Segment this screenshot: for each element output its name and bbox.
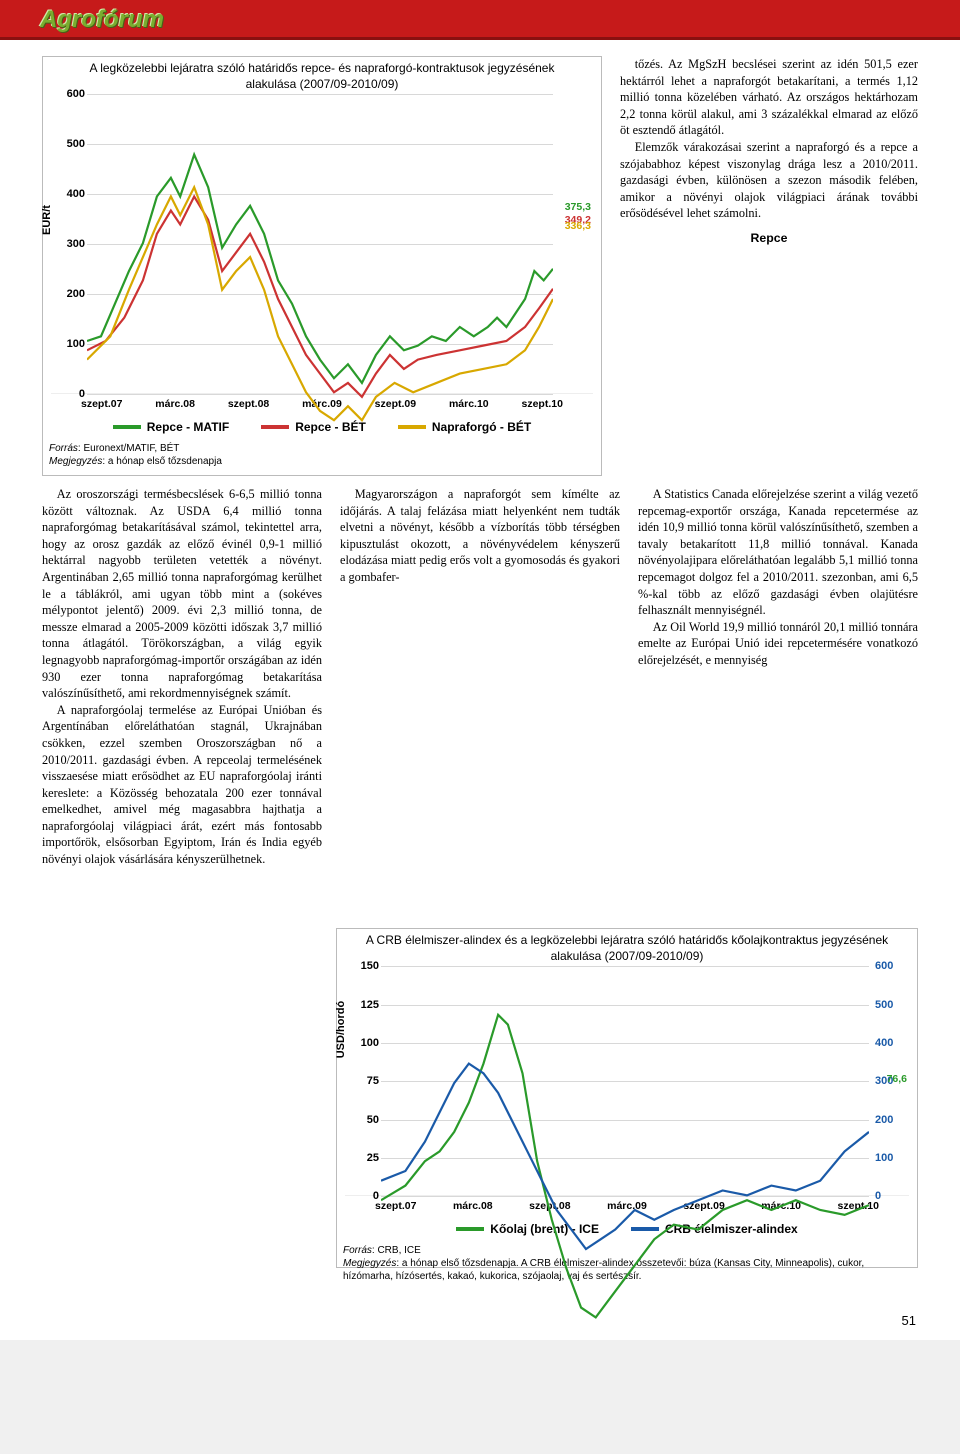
chart2-svg xyxy=(381,966,869,1454)
chart2-title: A CRB élelmiszer-alindex és a legközeleb… xyxy=(337,929,917,966)
series-end-label: 375,3 xyxy=(565,201,591,213)
paragraph: Az Oil World 19,9 millió tonnáról 20,1 m… xyxy=(638,619,918,669)
chart1-y-axis: EUR/t 0100200300400500600 xyxy=(51,94,87,394)
page: Agrofórum A legközelebbi lejáratra szóló… xyxy=(0,0,960,1340)
y-tick: 200 xyxy=(67,288,85,300)
y-tick: 0 xyxy=(373,1190,379,1202)
y-tick: 100 xyxy=(361,1037,379,1049)
chart2-plot: USD/hordó 0255075100125150 0100200300400… xyxy=(345,966,909,1196)
chart1-svg xyxy=(87,94,553,560)
paragraph: A napraforgóolaj termelése az Európai Un… xyxy=(42,702,322,868)
y-tick: 400 xyxy=(67,188,85,200)
brand-logo: Agrofórum xyxy=(40,6,164,34)
chart1-src-label: Forrás xyxy=(49,443,78,454)
chart1-y-label: EUR/t xyxy=(41,205,53,235)
y-tick: 125 xyxy=(361,999,379,1011)
y-tick: 150 xyxy=(361,960,379,972)
content-area: A legközelebbi lejáratra szóló határidős… xyxy=(42,56,918,1300)
chart2-src-label: Forrás xyxy=(343,1245,372,1256)
y-tick: 50 xyxy=(367,1114,379,1126)
chart1-title: A legközelebbi lejáratra szóló határidős… xyxy=(43,57,601,94)
series-end-label: 336,3 xyxy=(565,220,591,232)
column-3: A Statistics Canada előrejelzése szerint… xyxy=(638,486,918,868)
chart1-end-labels: 375,3349,2336,3 xyxy=(555,94,593,394)
y-tick: 500 xyxy=(67,138,85,150)
page-number: 51 xyxy=(902,1313,916,1328)
y-tick: 0 xyxy=(79,388,85,400)
y-tick: 100 xyxy=(67,338,85,350)
paragraph: Elemzők várakozásai szerint a napraforgó… xyxy=(620,139,918,222)
right-top-column: tőzés. Az MgSzH becslései szerint az idé… xyxy=(620,56,918,476)
series-line xyxy=(87,155,553,383)
chart2-y-axis-left: USD/hordó 0255075100125150 xyxy=(345,966,381,1196)
y-tick: 300 xyxy=(67,238,85,250)
series-line xyxy=(87,187,553,420)
chart1-plot: EUR/t 0100200300400500600 375,3349,2336,… xyxy=(51,94,593,394)
y-tick: 600 xyxy=(67,88,85,100)
series-line xyxy=(381,1015,869,1318)
chart2-y-label: USD/hordó xyxy=(335,1001,347,1058)
chart2-end-labels: 76,6 xyxy=(871,966,909,1196)
series-line xyxy=(381,1064,869,1249)
y-tick: 75 xyxy=(367,1075,379,1087)
y-tick: 25 xyxy=(367,1152,379,1164)
chart-repce-napraforgo: A legközelebbi lejáratra szóló határidős… xyxy=(42,56,602,476)
paragraph: tőzés. Az MgSzH becslései szerint az idé… xyxy=(620,56,918,139)
series-end-label: 76,6 xyxy=(887,1073,907,1085)
chart-crb-koolaj: A CRB élelmiszer-alindex és a legközeleb… xyxy=(336,928,918,1268)
header-bar: Agrofórum xyxy=(0,0,960,40)
section-heading-repce: Repce xyxy=(620,230,918,247)
paragraph: A Statistics Canada előrejelzése szerint… xyxy=(638,486,918,619)
